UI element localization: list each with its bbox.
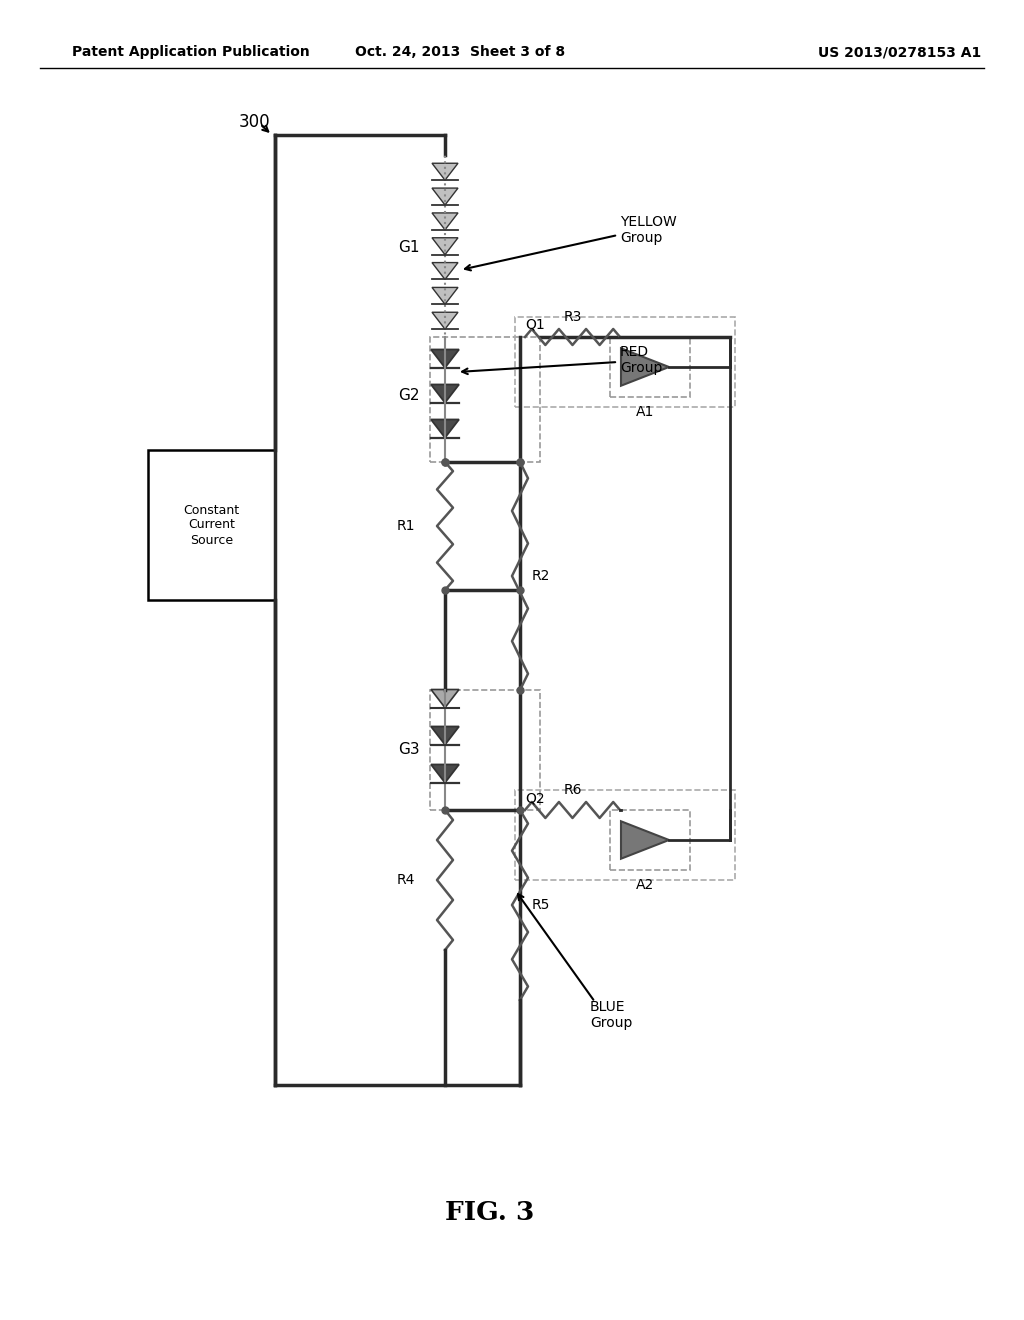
Text: R2: R2 bbox=[532, 569, 550, 583]
Text: A2: A2 bbox=[636, 878, 654, 892]
Text: Q2: Q2 bbox=[525, 791, 545, 805]
Polygon shape bbox=[431, 350, 459, 368]
Text: G2: G2 bbox=[398, 388, 420, 403]
Polygon shape bbox=[432, 313, 458, 329]
Text: Constant
Current
Source: Constant Current Source bbox=[183, 503, 240, 546]
Text: A1: A1 bbox=[636, 405, 654, 418]
Polygon shape bbox=[621, 348, 669, 385]
Text: Oct. 24, 2013  Sheet 3 of 8: Oct. 24, 2013 Sheet 3 of 8 bbox=[355, 45, 565, 59]
Text: YELLOW
Group: YELLOW Group bbox=[620, 215, 677, 246]
Text: BLUE
Group: BLUE Group bbox=[590, 1001, 633, 1030]
Text: R3: R3 bbox=[563, 310, 582, 323]
Text: R4: R4 bbox=[396, 873, 415, 887]
Text: R6: R6 bbox=[563, 783, 582, 797]
Polygon shape bbox=[432, 213, 458, 230]
Polygon shape bbox=[432, 238, 458, 255]
Polygon shape bbox=[431, 689, 459, 708]
Polygon shape bbox=[431, 764, 459, 783]
Polygon shape bbox=[621, 821, 669, 859]
Polygon shape bbox=[432, 288, 458, 305]
Polygon shape bbox=[432, 187, 458, 205]
Polygon shape bbox=[432, 164, 458, 180]
Text: FIG. 3: FIG. 3 bbox=[445, 1200, 535, 1225]
Text: Patent Application Publication: Patent Application Publication bbox=[72, 45, 309, 59]
Text: US 2013/0278153 A1: US 2013/0278153 A1 bbox=[818, 45, 982, 59]
Text: R5: R5 bbox=[532, 898, 550, 912]
Polygon shape bbox=[432, 263, 458, 280]
Text: RED
Group: RED Group bbox=[620, 345, 663, 375]
Polygon shape bbox=[431, 726, 459, 744]
Text: 300: 300 bbox=[240, 114, 270, 131]
Text: G3: G3 bbox=[398, 742, 420, 758]
Polygon shape bbox=[431, 420, 459, 438]
Text: G1: G1 bbox=[398, 240, 420, 255]
FancyBboxPatch shape bbox=[148, 450, 275, 601]
Polygon shape bbox=[431, 384, 459, 403]
Text: Q1: Q1 bbox=[525, 318, 545, 333]
Text: R1: R1 bbox=[396, 519, 415, 533]
